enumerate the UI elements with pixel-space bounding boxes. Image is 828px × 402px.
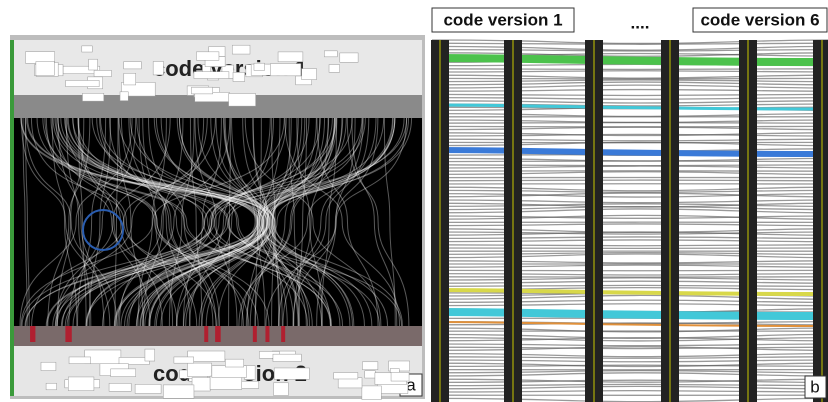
left-strip: [10, 40, 14, 396]
node-box: [340, 53, 358, 62]
node-box: [329, 65, 340, 73]
node-box: [225, 359, 243, 367]
node-box: [120, 92, 128, 101]
trace: [432, 58, 828, 62]
red-mark: [68, 326, 72, 342]
node-box: [274, 368, 309, 379]
node-box: [365, 371, 376, 378]
red-mark: [204, 326, 208, 342]
left-label: code version 1: [443, 10, 562, 29]
node-box: [391, 372, 409, 381]
node-box: [82, 93, 103, 101]
node-box: [82, 46, 92, 52]
node-box: [212, 366, 246, 378]
node-box: [232, 45, 250, 54]
panel-tag: b: [810, 377, 819, 396]
trace: [432, 78, 828, 79]
node-box: [334, 373, 358, 379]
trace: [432, 123, 828, 124]
node-box: [111, 369, 136, 377]
right-label: code version 6: [700, 10, 819, 29]
ellipsis: ....: [631, 13, 650, 32]
node-box: [187, 363, 211, 376]
node-box: [36, 62, 54, 76]
node-box: [135, 384, 161, 393]
node-box: [274, 383, 289, 396]
node-box: [338, 378, 362, 388]
red-mark: [281, 326, 285, 342]
node-box: [69, 357, 91, 364]
column: [813, 40, 828, 402]
node-box: [254, 63, 265, 70]
node-box: [68, 377, 94, 391]
node-box: [153, 62, 163, 75]
node-box: [89, 59, 98, 70]
node-box: [145, 349, 155, 361]
node-box: [273, 354, 301, 361]
node-box: [229, 93, 256, 106]
node-box: [163, 385, 194, 398]
node-box: [362, 362, 377, 370]
node-box: [278, 52, 303, 62]
trace: [432, 69, 828, 70]
node-box: [191, 87, 212, 94]
red-mark: [215, 326, 219, 342]
node-box: [46, 383, 56, 390]
node-box: [192, 378, 210, 391]
node-box: [174, 357, 194, 363]
figure: code version 1 code version 2 a code ver…: [0, 0, 828, 402]
panel-b: code version 1 .... code version 6 b: [431, 8, 828, 402]
node-box: [233, 72, 245, 81]
node-box: [124, 62, 142, 69]
node-box: [210, 376, 242, 389]
node-box: [41, 362, 56, 370]
node-box: [124, 73, 136, 85]
node-box: [194, 72, 229, 79]
node-box: [302, 69, 317, 80]
red-mark: [31, 326, 35, 342]
node-box: [270, 64, 301, 76]
node-box: [66, 80, 100, 86]
node-box: [324, 51, 337, 57]
node-box: [94, 70, 111, 76]
trace: [432, 180, 828, 181]
red-mark: [265, 326, 269, 342]
node-box: [109, 383, 131, 391]
panel-a: code version 1 code version 2 a: [10, 35, 425, 399]
node-box: [362, 386, 381, 400]
node-box: [196, 52, 218, 60]
red-mark: [253, 326, 257, 342]
page: code version 1 code version 2 a code ver…: [0, 0, 828, 402]
trace: [432, 161, 828, 162]
trace: [432, 312, 828, 316]
